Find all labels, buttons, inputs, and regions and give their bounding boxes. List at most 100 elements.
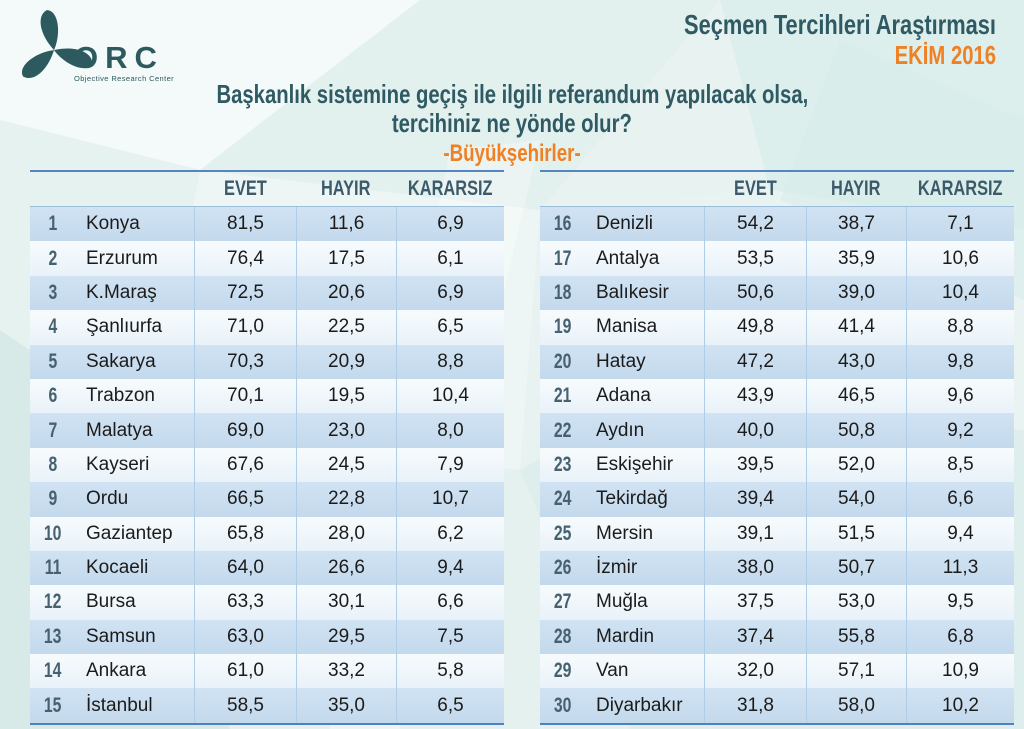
table-row: 14 Ankara 61,0 33,2 5,8	[30, 654, 504, 689]
table-row: 7 Malatya 69,0 23,0 8,0	[30, 413, 504, 448]
rank-cell: 4	[30, 310, 76, 344]
rank-cell: 26	[540, 551, 586, 585]
evet-value: 39,1	[704, 516, 806, 551]
kararsiz-value: 9,8	[906, 344, 1014, 379]
hayir-value: 17,5	[296, 241, 396, 276]
table-row: 4 Şanlıurfa 71,0 22,5 6,5	[30, 310, 504, 345]
evet-value: 76,4	[194, 241, 296, 276]
evet-value: 72,5	[194, 275, 296, 311]
rank-cell: 2	[30, 241, 76, 275]
column-header-evet-label: EVET	[223, 177, 267, 200]
table-row: 15 İstanbul 58,5 35,0 6,5	[30, 688, 504, 723]
evet-value: 47,2	[704, 344, 806, 379]
city-name: Aydın	[596, 419, 645, 441]
city-name: Trabzon	[86, 385, 155, 407]
rank-cell: 6	[30, 379, 76, 413]
hayir-value: 38,7	[806, 207, 906, 242]
evet-value: 61,0	[194, 654, 296, 689]
kararsiz-value: 6,6	[396, 585, 504, 620]
hayir-value: 20,9	[296, 344, 396, 379]
kararsiz-value: 8,0	[396, 413, 504, 448]
rank-cell: 1	[30, 207, 76, 241]
question-line1: Başkanlık sistemine geçiş ile ilgili ref…	[216, 79, 808, 109]
evet-value: 67,6	[194, 447, 296, 483]
orc-trefoil-icon	[21, 10, 92, 78]
rank-number: 17	[554, 246, 572, 270]
orc-logo: ORC Objective Research Center	[16, 4, 174, 84]
kararsiz-value: 6,2	[396, 516, 504, 551]
logo-subtitle: Objective Research Center	[74, 74, 175, 83]
rank-number: 10	[44, 521, 62, 545]
rank-cell: 7	[30, 413, 76, 447]
city-name: Diyarbakır	[596, 694, 683, 716]
rank-number: 23	[554, 452, 572, 476]
city-name: Kayseri	[86, 453, 150, 475]
rank-number: 30	[554, 693, 572, 717]
evet-value: 71,0	[194, 310, 296, 345]
hayir-value: 54,0	[806, 482, 906, 517]
city-name: Hatay	[596, 350, 646, 372]
table-row: 6 Trabzon 70,1 19,5 10,4	[30, 378, 504, 414]
table-row: 17 Antalya 53,5 35,9 10,6	[540, 241, 1014, 276]
rank-number: 21	[554, 384, 572, 408]
rank-cell: 10	[30, 517, 76, 551]
rank-cell: 20	[540, 345, 586, 379]
hayir-value: 30,1	[296, 585, 396, 620]
city-name: Kocaeli	[86, 557, 149, 579]
kararsiz-value: 6,8	[906, 619, 1014, 655]
kararsiz-value: 7,5	[396, 619, 504, 655]
evet-value: 31,8	[704, 688, 806, 723]
city-name: Gaziantep	[86, 522, 173, 544]
city-name: Mersin	[596, 522, 654, 544]
city-name: Manisa	[596, 316, 658, 338]
rank-number: 25	[554, 521, 572, 545]
table-body-left: 1 Konya 81,5 11,6 6,9 2 Erzurum 76,4 17,5 6,1 3 K.M…	[30, 207, 504, 725]
rank-number: 3	[48, 280, 58, 304]
evet-value: 37,4	[704, 619, 806, 655]
results-table-left: EVET HAYIR KARARSIZ 1 Konya 81,5 11,6 6,9 2 Er…	[30, 170, 504, 725]
table-header-row: EVET HAYIR KARARSIZ	[30, 172, 504, 207]
city-name: Sakarya	[86, 350, 156, 372]
rank-number: 15	[44, 693, 62, 717]
rank-number: 26	[554, 556, 572, 580]
hayir-value: 51,5	[806, 516, 906, 551]
column-header-evet: EVET	[704, 172, 806, 206]
rank-cell: 18	[540, 276, 586, 310]
table-row: 22 Aydın 40,0 50,8 9,2	[540, 413, 1014, 448]
kararsiz-value: 10,6	[906, 241, 1014, 276]
rank-cell: 22	[540, 413, 586, 447]
hayir-value: 28,0	[296, 516, 396, 551]
column-header-evet-label: EVET	[733, 177, 777, 200]
city-name: Antalya	[596, 247, 660, 269]
evet-value: 38,0	[704, 550, 806, 586]
rank-number: 16	[554, 212, 572, 236]
rank-number: 5	[48, 349, 58, 373]
column-header-hayir: HAYIR	[806, 172, 906, 206]
column-header-kararsiz: KARARSIZ	[906, 172, 1014, 206]
table-row: 13 Samsun 63,0 29,5 7,5	[30, 619, 504, 655]
kararsiz-value: 10,9	[906, 654, 1014, 689]
hayir-value: 55,8	[806, 619, 906, 655]
hayir-value: 29,5	[296, 619, 396, 655]
logo-name: ORC	[74, 40, 164, 75]
city-name: İzmir	[596, 557, 638, 579]
evet-value: 43,9	[704, 378, 806, 414]
rank-cell: 27	[540, 585, 586, 619]
results-table-right: EVET HAYIR KARARSIZ 16 Denizli 54,2 38,7 7,1…	[540, 170, 1014, 725]
city-name: Van	[596, 660, 629, 682]
rank-cell: 8	[30, 448, 76, 482]
question-line2: tercihiniz ne yönde olur?	[391, 108, 632, 138]
rank-number: 11	[44, 556, 62, 580]
evet-value: 58,5	[194, 688, 296, 723]
hayir-value: 22,5	[296, 310, 396, 345]
hayir-value: 24,5	[296, 447, 396, 483]
hayir-value: 53,0	[806, 585, 906, 620]
evet-value: 65,8	[194, 516, 296, 551]
evet-value: 63,3	[194, 585, 296, 620]
table-row: 20 Hatay 47,2 43,0 9,8	[540, 344, 1014, 379]
hayir-value: 52,0	[806, 447, 906, 483]
rank-number: 29	[554, 659, 572, 683]
rank-cell: 13	[30, 620, 76, 654]
table-row: 16 Denizli 54,2 38,7 7,1	[540, 207, 1014, 242]
kararsiz-value: 11,3	[906, 550, 1014, 586]
